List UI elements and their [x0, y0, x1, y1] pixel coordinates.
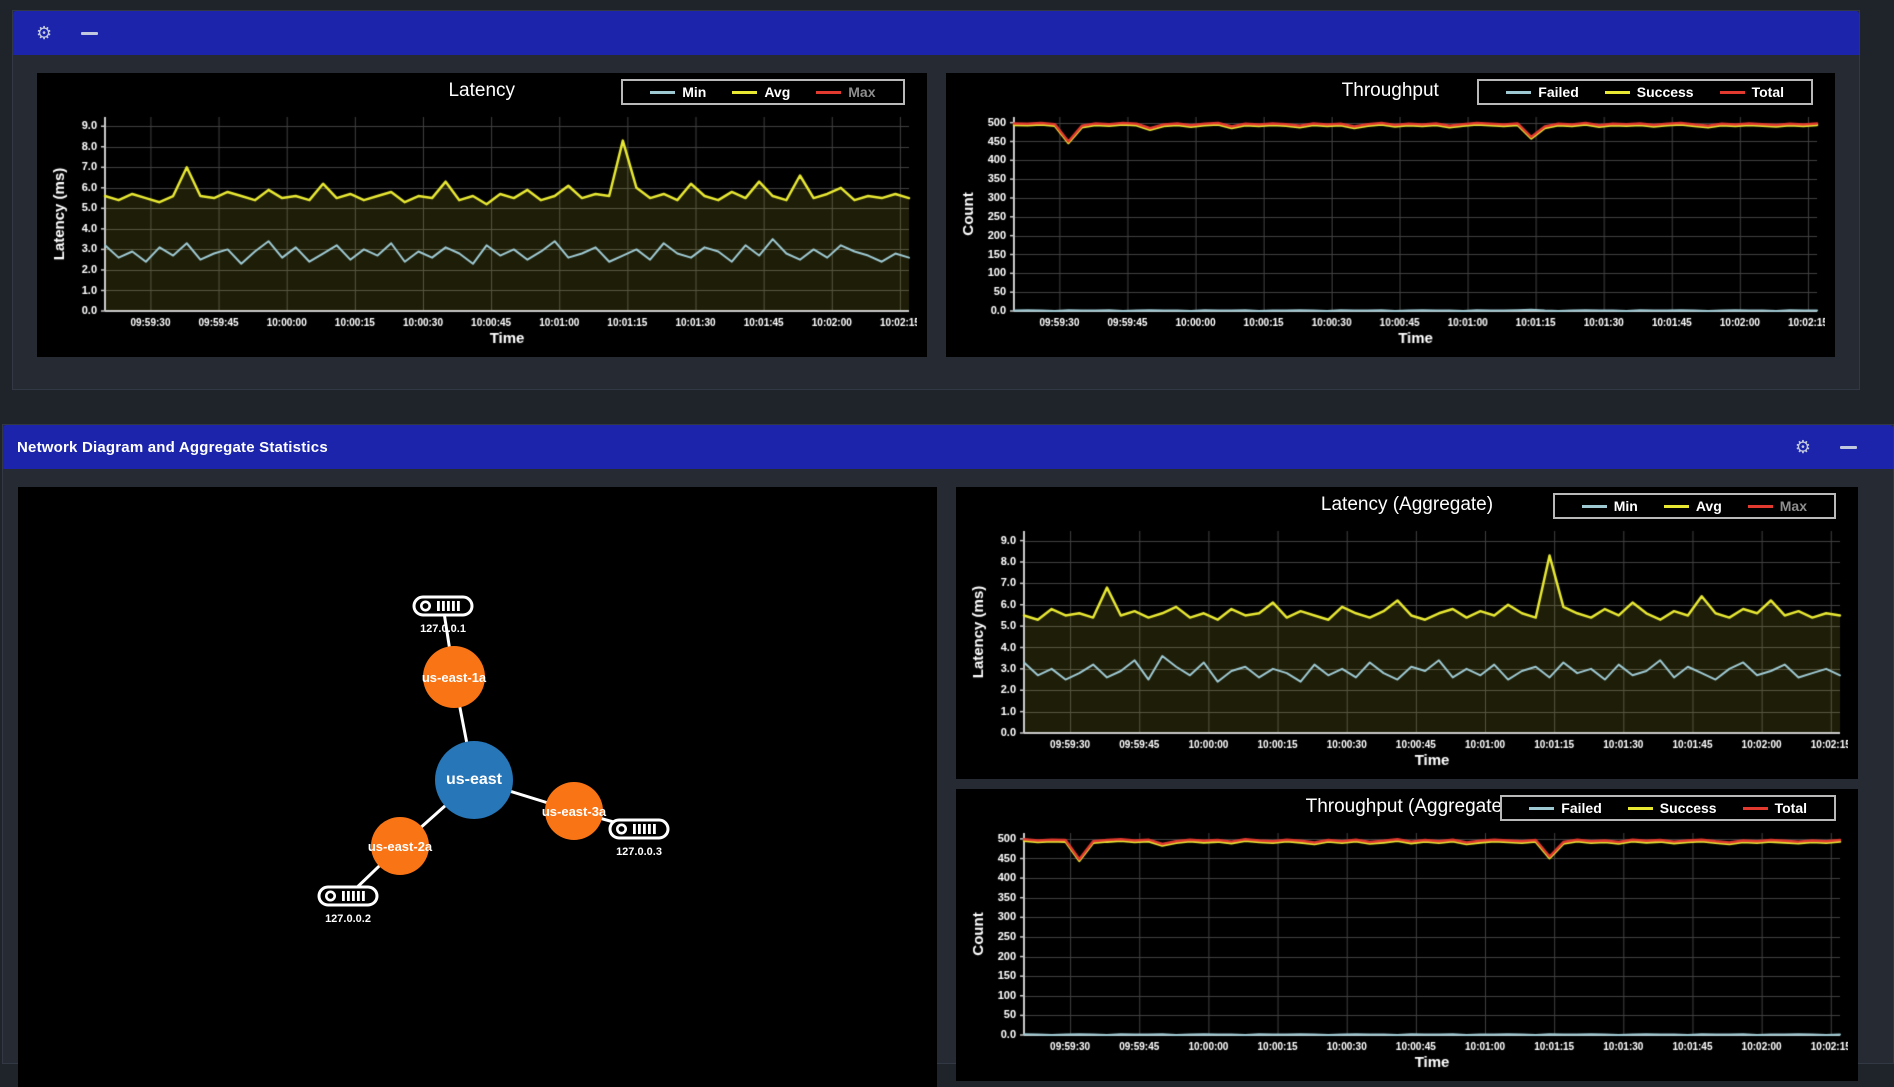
- legend-item-min[interactable]: Min: [1569, 498, 1651, 514]
- throughput-chart-panel: Throughput Failed Success Total: [945, 73, 1835, 357]
- legend-item-min[interactable]: Min: [637, 84, 719, 100]
- node-label: us-east-2a: [367, 838, 433, 854]
- region-node-us-east[interactable]: us-east: [435, 741, 513, 819]
- chart-title: Latency (Aggregate): [1320, 494, 1494, 515]
- node-label: us-east-3a: [541, 803, 607, 819]
- legend-item-success[interactable]: Success: [1615, 800, 1730, 816]
- server-ip-label: 127.0.0.2: [325, 913, 371, 925]
- legend-item-total[interactable]: Total: [1730, 800, 1820, 816]
- minimize-icon[interactable]: [81, 31, 99, 35]
- server-node-127.0.0.2[interactable]: 127.0.0.2: [303, 885, 393, 925]
- legend-label: Failed: [1561, 800, 1602, 816]
- aggregate-charts-column: Latency (Aggregate) Min Avg Max Throughput…: [956, 487, 1858, 1087]
- zone-node-us-east-3a[interactable]: us-east-3a: [541, 782, 607, 840]
- legend-item-failed[interactable]: Failed: [1516, 800, 1614, 816]
- legend-line-swatch: [1719, 90, 1745, 94]
- throughput-aggregate-canvas[interactable]: [966, 825, 1848, 1073]
- legend-line-swatch: [1742, 806, 1768, 810]
- window-network-titlebar[interactable]: Network Diagram and Aggregate Statistics…: [3, 425, 1893, 469]
- legend-label: Max: [848, 84, 876, 100]
- legend-line-swatch: [732, 90, 758, 94]
- server-node-127.0.0.1[interactable]: 127.0.0.1: [398, 595, 488, 635]
- legend-line-swatch: [1663, 504, 1689, 508]
- settings-gear-icon[interactable]: ⚙: [36, 23, 53, 43]
- latency-aggregate-chart-panel: Latency (Aggregate) Min Avg Max: [956, 487, 1858, 779]
- latency-aggregate-canvas[interactable]: [966, 523, 1848, 771]
- chart-title: Throughput (Aggregate): [1305, 796, 1509, 817]
- legend-label: Avg: [1695, 498, 1722, 514]
- legend-label: Total: [1774, 800, 1807, 816]
- server-ip-label: 127.0.0.3: [616, 846, 662, 858]
- window-metrics: ⚙ Latency Min Avg Max Throughput Failed Suc…: [12, 10, 1860, 390]
- minimize-icon[interactable]: [1840, 445, 1857, 449]
- window-network-content: 127.0.0.1 127.0.0.2 127.0.0.3 us-east us-eas…: [3, 469, 1893, 1087]
- window-metrics-titlebar[interactable]: ⚙: [13, 11, 1859, 55]
- legend-item-failed[interactable]: Failed: [1493, 84, 1591, 100]
- node-label: us-east: [445, 771, 503, 788]
- legend-line-swatch: [1627, 806, 1653, 810]
- legend-item-avg[interactable]: Avg: [719, 84, 803, 100]
- server-ip-label: 127.0.0.1: [420, 623, 466, 635]
- zone-node-us-east-1a[interactable]: us-east-1a: [421, 646, 487, 708]
- legend-item-max[interactable]: Max: [1735, 498, 1820, 514]
- chart-legend: Failed Success Total: [1477, 79, 1813, 105]
- throughput-chart-header: Throughput Failed Success Total: [956, 77, 1826, 109]
- legend-line-swatch: [1581, 504, 1607, 508]
- legend-label: Success: [1659, 800, 1717, 816]
- legend-label: Total: [1751, 84, 1784, 100]
- legend-line-swatch: [650, 90, 676, 94]
- legend-line-swatch: [1747, 504, 1773, 508]
- chart-title: Latency: [448, 80, 516, 101]
- legend-item-total[interactable]: Total: [1707, 84, 1797, 100]
- throughput-chart-canvas[interactable]: [955, 109, 1825, 349]
- chart-legend: Min Avg Max: [621, 79, 905, 105]
- legend-item-avg[interactable]: Avg: [1651, 498, 1735, 514]
- window-metrics-content: Latency Min Avg Max Throughput Failed Succe…: [13, 55, 1859, 357]
- zone-node-us-east-2a[interactable]: us-east-2a: [367, 817, 433, 875]
- throughput-aggregate-header: Throughput (Aggregate) Failed Success Tota…: [966, 793, 1848, 825]
- node-label: us-east-1a: [421, 669, 487, 685]
- legend-line-swatch: [1529, 806, 1555, 810]
- window-title: Network Diagram and Aggregate Statistics: [17, 438, 328, 456]
- legend-label: Min: [682, 84, 707, 100]
- legend-label: Avg: [764, 84, 791, 100]
- network-diagram-panel[interactable]: 127.0.0.1 127.0.0.2 127.0.0.3 us-east us-eas…: [18, 487, 937, 1087]
- legend-label: Failed: [1538, 84, 1579, 100]
- legend-line-swatch: [1506, 90, 1532, 94]
- settings-gear-icon[interactable]: ⚙: [1794, 437, 1811, 457]
- server-icon: [608, 818, 670, 840]
- legend-label: Success: [1636, 84, 1694, 100]
- window-network-aggregate: Network Diagram and Aggregate Statistics…: [2, 424, 1894, 1087]
- legend-line-swatch: [816, 90, 842, 94]
- server-node-127.0.0.3[interactable]: 127.0.0.3: [594, 818, 684, 858]
- server-icon: [317, 885, 379, 907]
- legend-label: Max: [1779, 498, 1807, 514]
- chart-legend: Min Avg Max: [1552, 493, 1836, 519]
- legend-item-max[interactable]: Max: [803, 84, 888, 100]
- chart-title: Throughput: [1341, 80, 1439, 101]
- server-icon: [412, 595, 474, 617]
- chart-legend: Failed Success Total: [1500, 795, 1836, 821]
- latency-chart-canvas[interactable]: [47, 109, 917, 349]
- legend-line-swatch: [1604, 90, 1630, 94]
- latency-aggregate-header: Latency (Aggregate) Min Avg Max: [966, 491, 1848, 523]
- throughput-aggregate-chart-panel: Throughput (Aggregate) Failed Success Tota…: [956, 789, 1858, 1081]
- latency-chart-header: Latency Min Avg Max: [47, 77, 917, 109]
- latency-chart-panel: Latency Min Avg Max: [37, 73, 927, 357]
- legend-item-success[interactable]: Success: [1592, 84, 1707, 100]
- legend-label: Min: [1613, 498, 1638, 514]
